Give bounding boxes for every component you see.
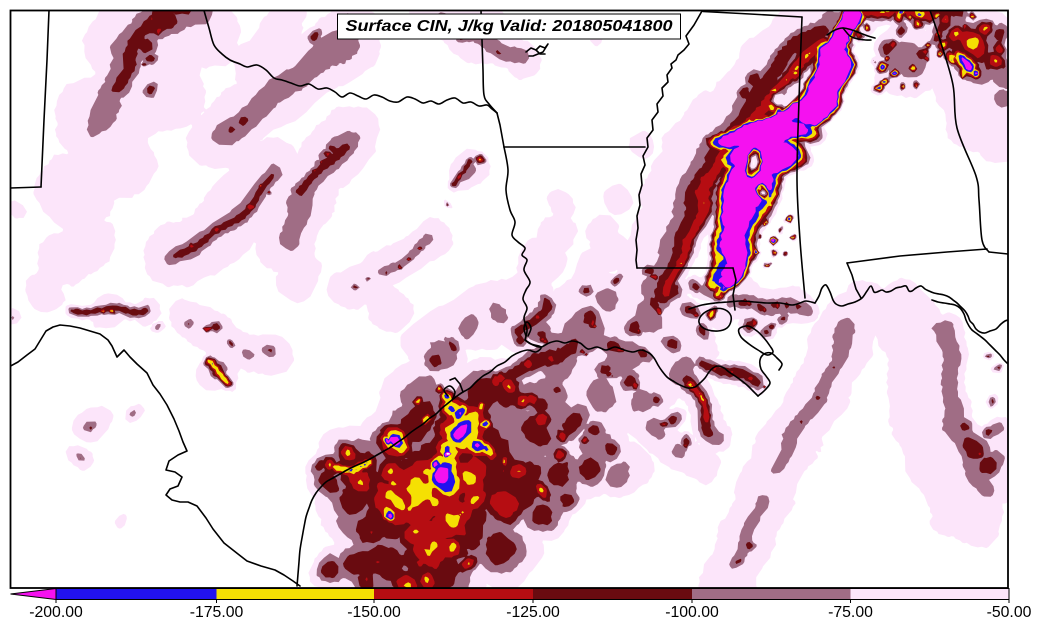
svg-text:-75.00: -75.00	[828, 604, 873, 621]
svg-text:-150.00: -150.00	[347, 604, 401, 621]
svg-text:-200.00: -200.00	[29, 604, 83, 621]
svg-text:-50.00: -50.00	[987, 604, 1032, 621]
svg-text:-175.00: -175.00	[190, 604, 244, 621]
svg-text:-125.00: -125.00	[506, 604, 560, 621]
svg-text:Surface CIN, J/kg Valid: 20180: Surface CIN, J/kg Valid: 201805041800	[346, 18, 673, 35]
svg-text:-100.00: -100.00	[665, 604, 719, 621]
